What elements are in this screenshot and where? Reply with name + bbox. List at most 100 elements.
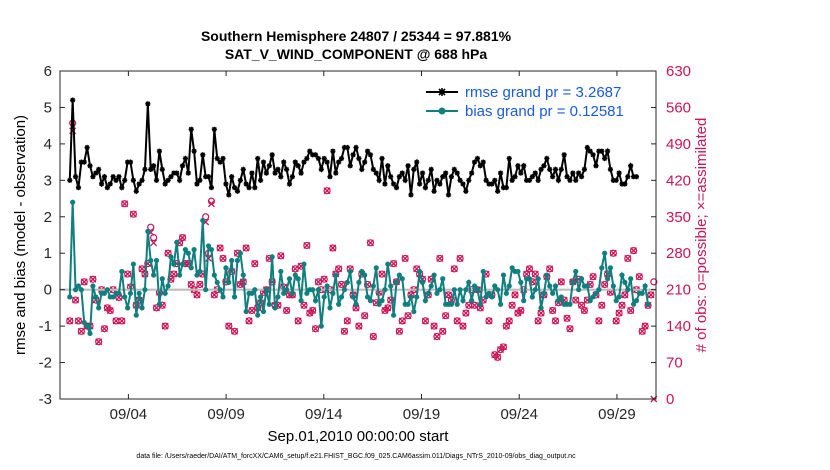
rmse-point <box>116 174 122 180</box>
obs-possible-point <box>378 270 386 278</box>
obs-possible-point <box>572 296 580 304</box>
rmse-point <box>168 174 174 180</box>
bias-point <box>616 294 622 300</box>
bias-point <box>211 272 217 278</box>
bias-point <box>182 246 189 253</box>
obs-possible-point <box>311 325 320 333</box>
obs-possible-point <box>595 317 603 325</box>
rmse-point <box>466 177 472 183</box>
bias-point <box>645 301 651 307</box>
obs-assimilated-point <box>314 278 322 286</box>
legend[interactable]: rmse grand pr = 3.2687 bias grand pr = 0.… <box>426 84 624 120</box>
rmse-point <box>428 166 434 172</box>
obs-possible-point <box>230 327 239 335</box>
obs-assimilated-point <box>557 278 565 286</box>
obs-assimilated-point <box>500 343 507 351</box>
bias-point <box>379 298 385 304</box>
obs-possible-point <box>598 301 606 309</box>
obs-assimilated-point <box>251 260 259 268</box>
legend-bias-label[interactable]: bias grand pr = 0.12581 <box>465 103 624 120</box>
rmse-point <box>281 159 287 165</box>
obs-assimilated-point <box>384 304 392 312</box>
obs-possible-point <box>629 247 638 255</box>
bias-point <box>139 305 145 311</box>
x-tick-label: 09/04 <box>110 406 148 423</box>
obs-possible-point <box>439 327 447 335</box>
rmse-point <box>174 170 180 176</box>
rmse-point <box>333 170 339 176</box>
rmse-point <box>619 181 625 187</box>
obs-possible-point <box>615 309 623 317</box>
bias-point <box>576 287 582 293</box>
obs-possible-point <box>74 317 83 325</box>
obs-assimilated-point <box>161 322 169 330</box>
bias-point <box>81 319 87 326</box>
rmse-point <box>596 148 602 154</box>
obs-possible-point <box>494 353 502 361</box>
obs-assimilated-point <box>505 317 513 325</box>
obs-possible-point <box>161 322 169 330</box>
obs-possible-point <box>549 306 557 315</box>
legend-rmse-label[interactable]: rmse grand pr = 3.2687 <box>465 84 621 101</box>
y-axis-label: rmse and bias (model - observation) <box>12 115 29 355</box>
bias-point <box>260 308 267 315</box>
bias-point <box>622 279 628 285</box>
rmse-point <box>422 185 428 191</box>
obs-possible-point <box>389 260 398 268</box>
rmse-point <box>532 170 538 176</box>
obs-possible-point <box>95 338 103 346</box>
y-right-tick-label: 70 <box>666 355 683 372</box>
rmse-point <box>255 155 261 162</box>
bias-point <box>506 283 512 289</box>
rmse-point <box>153 177 160 183</box>
obs-assimilated-point <box>129 210 137 218</box>
rmse-point <box>414 159 420 165</box>
bias-point <box>526 276 533 282</box>
obs-possible-point <box>303 241 311 250</box>
obs-assimilated-point <box>546 265 554 273</box>
obs-possible-point <box>283 306 291 315</box>
bias-point <box>466 279 472 285</box>
obs-possible-point <box>621 291 629 299</box>
obs-assimilated-point <box>601 281 609 288</box>
rmse-point <box>552 166 559 172</box>
bias-point <box>200 217 206 224</box>
bias-point <box>570 279 576 285</box>
bias-point <box>434 290 440 296</box>
bias-point <box>555 298 561 304</box>
obs-possible-point <box>546 265 554 273</box>
bias-point <box>344 279 350 285</box>
obs-possible-point <box>106 306 114 315</box>
rmse-point <box>341 144 348 151</box>
y-right-tick-label: 140 <box>666 318 691 335</box>
rmse-point <box>370 166 376 172</box>
bias-point <box>607 265 614 271</box>
obs-possible-point <box>398 317 406 325</box>
obs-possible-point <box>89 275 97 283</box>
rmse-point <box>148 166 154 172</box>
rmse-point <box>240 166 246 172</box>
rmse-point <box>179 163 186 169</box>
obs-assimilated-point <box>578 301 585 309</box>
chart-title: Southern Hemisphere 24807 / 25344 = 97.8… <box>201 28 512 44</box>
rmse-point <box>182 155 189 162</box>
bias-point <box>275 294 281 300</box>
obs-possible-point <box>627 306 635 315</box>
bias-point <box>552 283 559 289</box>
rmse-point <box>98 181 105 187</box>
rmse-point <box>417 181 423 187</box>
bias-point <box>529 294 535 300</box>
rmse-point <box>124 159 131 165</box>
bias-point <box>492 283 498 289</box>
rmse-point <box>243 181 249 187</box>
rmse-point <box>550 174 556 180</box>
bias-point <box>142 287 148 293</box>
rmse-point <box>599 148 605 154</box>
obs-assimilated-point <box>589 273 597 281</box>
bias-point <box>312 298 319 304</box>
bias-point <box>373 265 379 271</box>
obs-assimilated-point <box>300 301 308 309</box>
bias-point <box>477 301 483 307</box>
rmse-point <box>500 185 507 191</box>
bias-point <box>226 279 232 285</box>
